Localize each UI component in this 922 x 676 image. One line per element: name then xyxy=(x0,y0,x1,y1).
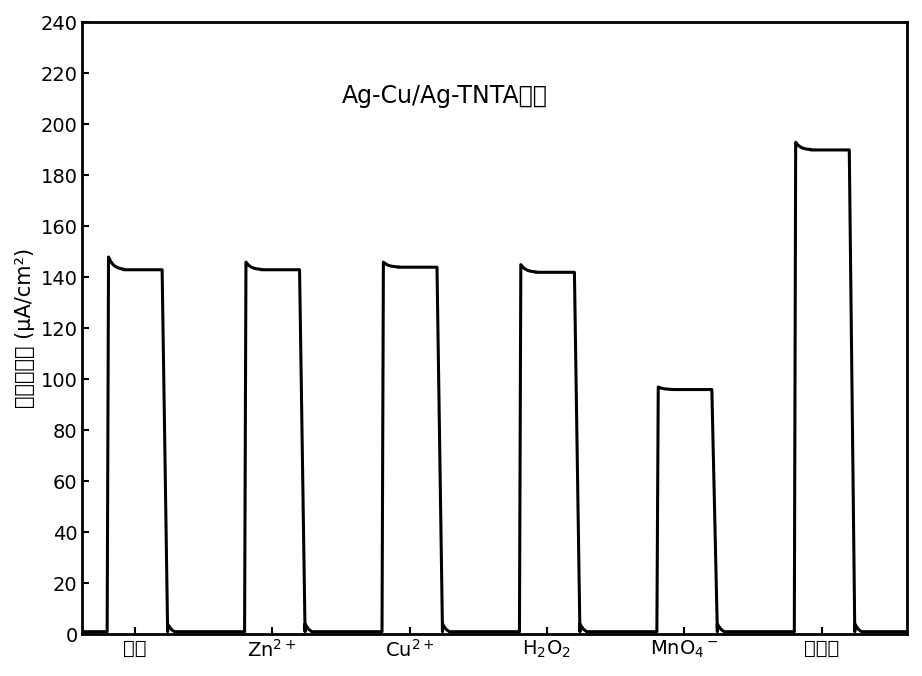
Text: Ag-Cu/Ag-TNTA电极: Ag-Cu/Ag-TNTA电极 xyxy=(342,84,549,108)
Y-axis label: 光电流密度 (μA/cm²): 光电流密度 (μA/cm²) xyxy=(15,248,35,408)
